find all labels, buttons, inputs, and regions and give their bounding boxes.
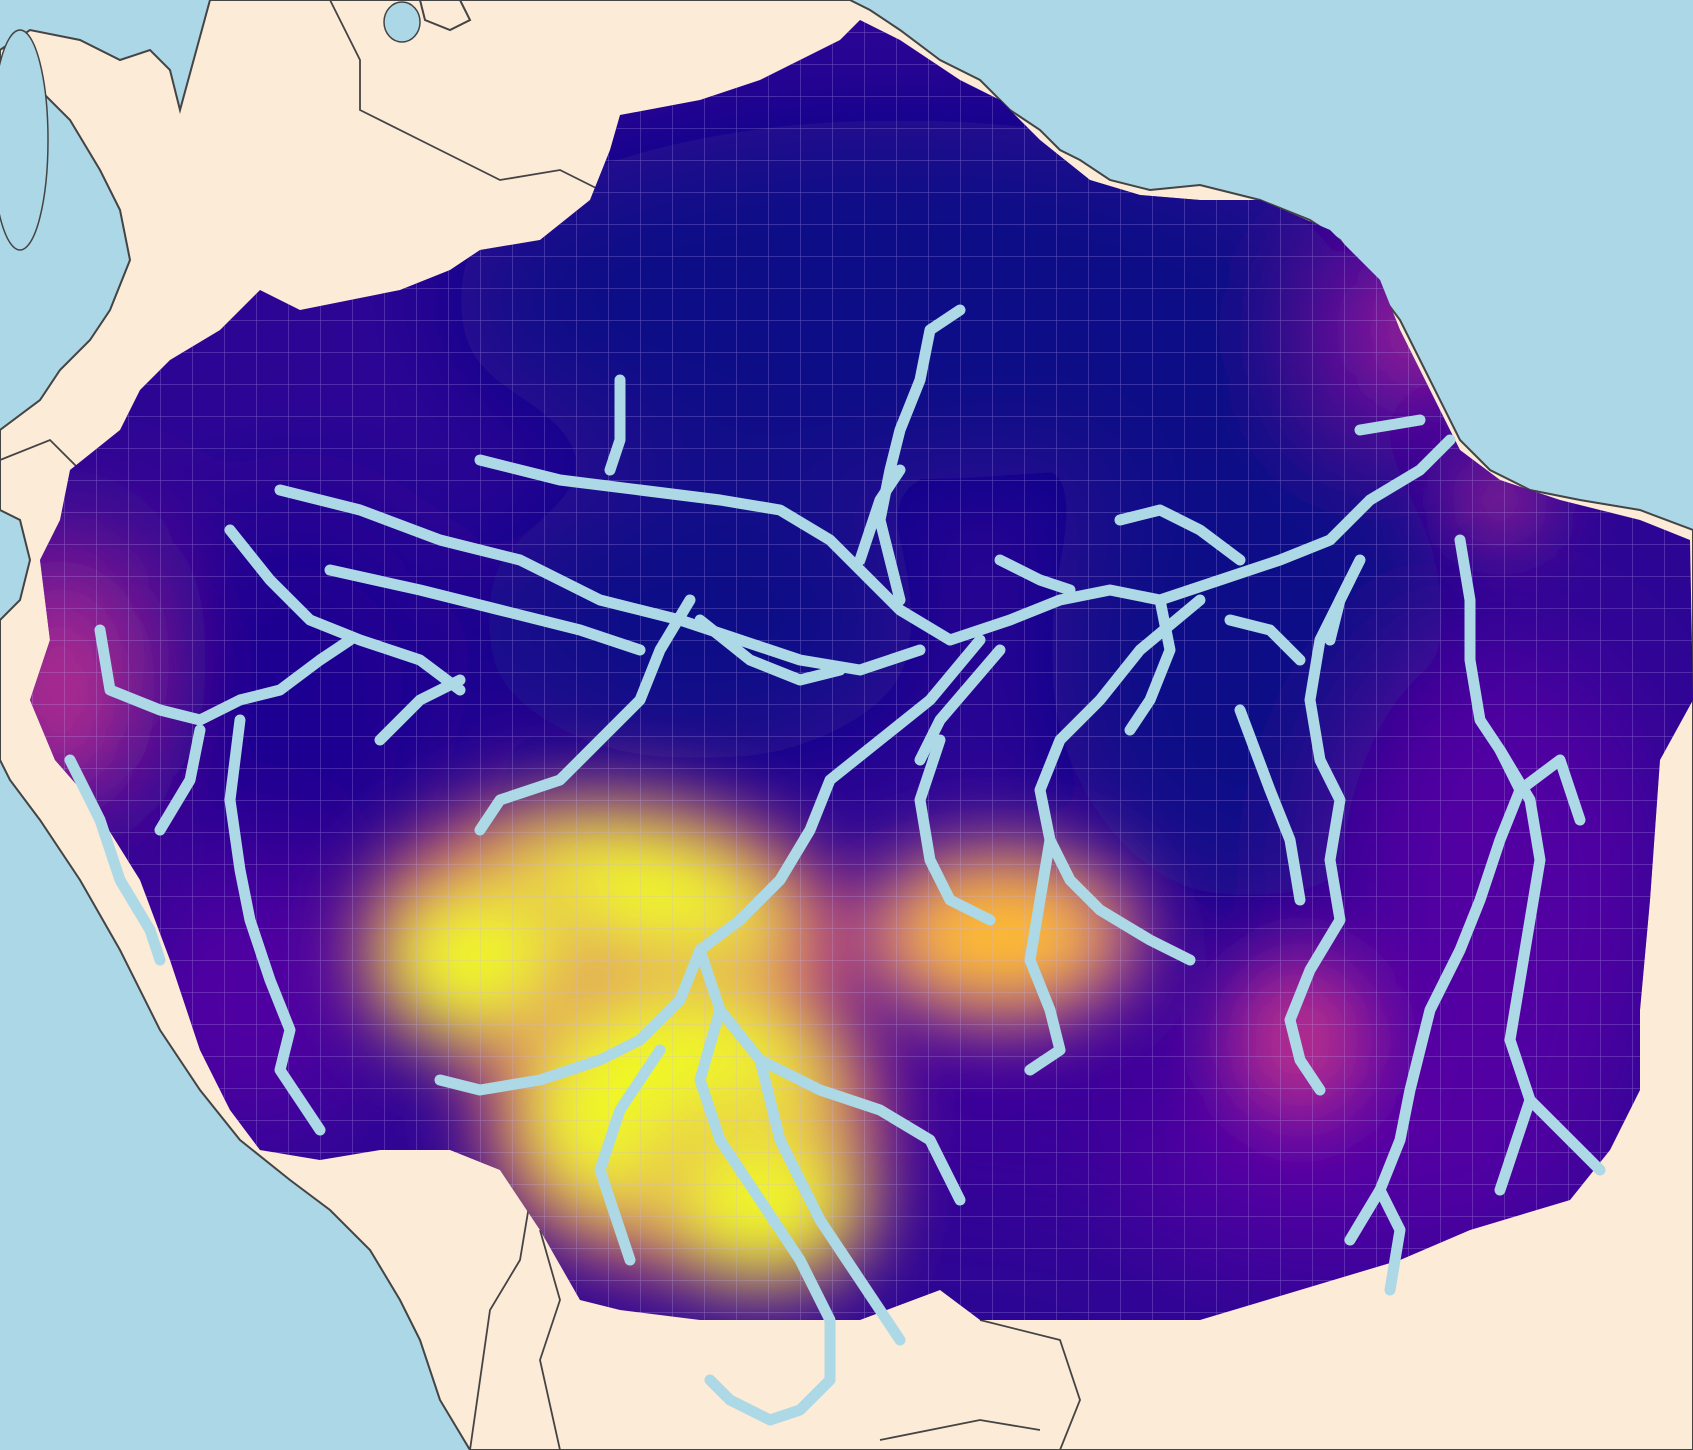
river-segment xyxy=(694,1004,836,1426)
river-segment xyxy=(1514,754,1586,826)
river-segment xyxy=(1124,594,1176,736)
lake xyxy=(383,1,421,43)
river-segment xyxy=(604,374,626,476)
river-segment xyxy=(1234,704,1306,906)
river-segment xyxy=(1494,744,1606,1176)
river-segment xyxy=(224,714,326,1136)
river-segment xyxy=(274,484,926,676)
border-line xyxy=(539,1229,561,1450)
river-network xyxy=(64,304,1606,1426)
river-segment xyxy=(694,614,846,686)
river-segment xyxy=(1374,1184,1406,1296)
north-coast-island xyxy=(418,0,472,32)
river-segment xyxy=(1114,504,1246,566)
country-borders xyxy=(0,0,1081,1450)
river-segment xyxy=(224,524,466,696)
border-line xyxy=(879,1419,1041,1441)
river-segment xyxy=(1284,574,1356,1096)
border-line xyxy=(979,1319,1081,1450)
river-segment xyxy=(434,634,986,1096)
river-segment xyxy=(914,734,996,926)
river-segment xyxy=(754,1054,906,1346)
river-segment xyxy=(1224,614,1306,666)
river-segment xyxy=(914,644,1006,766)
river-segment xyxy=(64,754,166,966)
river-segment xyxy=(94,624,356,726)
river-segment xyxy=(1024,834,1066,1076)
river-segment xyxy=(1324,554,1366,646)
river-segment xyxy=(474,434,1456,646)
coastal-bay xyxy=(0,29,49,251)
river-segment xyxy=(994,554,1076,596)
river-segment xyxy=(1344,534,1526,1246)
river-segment xyxy=(874,304,966,606)
river-segment xyxy=(594,1044,666,1266)
border-line xyxy=(329,0,601,191)
river-segment xyxy=(1354,414,1426,436)
river-segment xyxy=(1034,594,1206,966)
river-segment xyxy=(154,724,206,836)
river-segment xyxy=(474,594,696,836)
river-segment xyxy=(324,564,646,656)
river-segment xyxy=(374,674,466,746)
river-segment xyxy=(1494,1094,1536,1196)
river-segment xyxy=(854,464,906,566)
